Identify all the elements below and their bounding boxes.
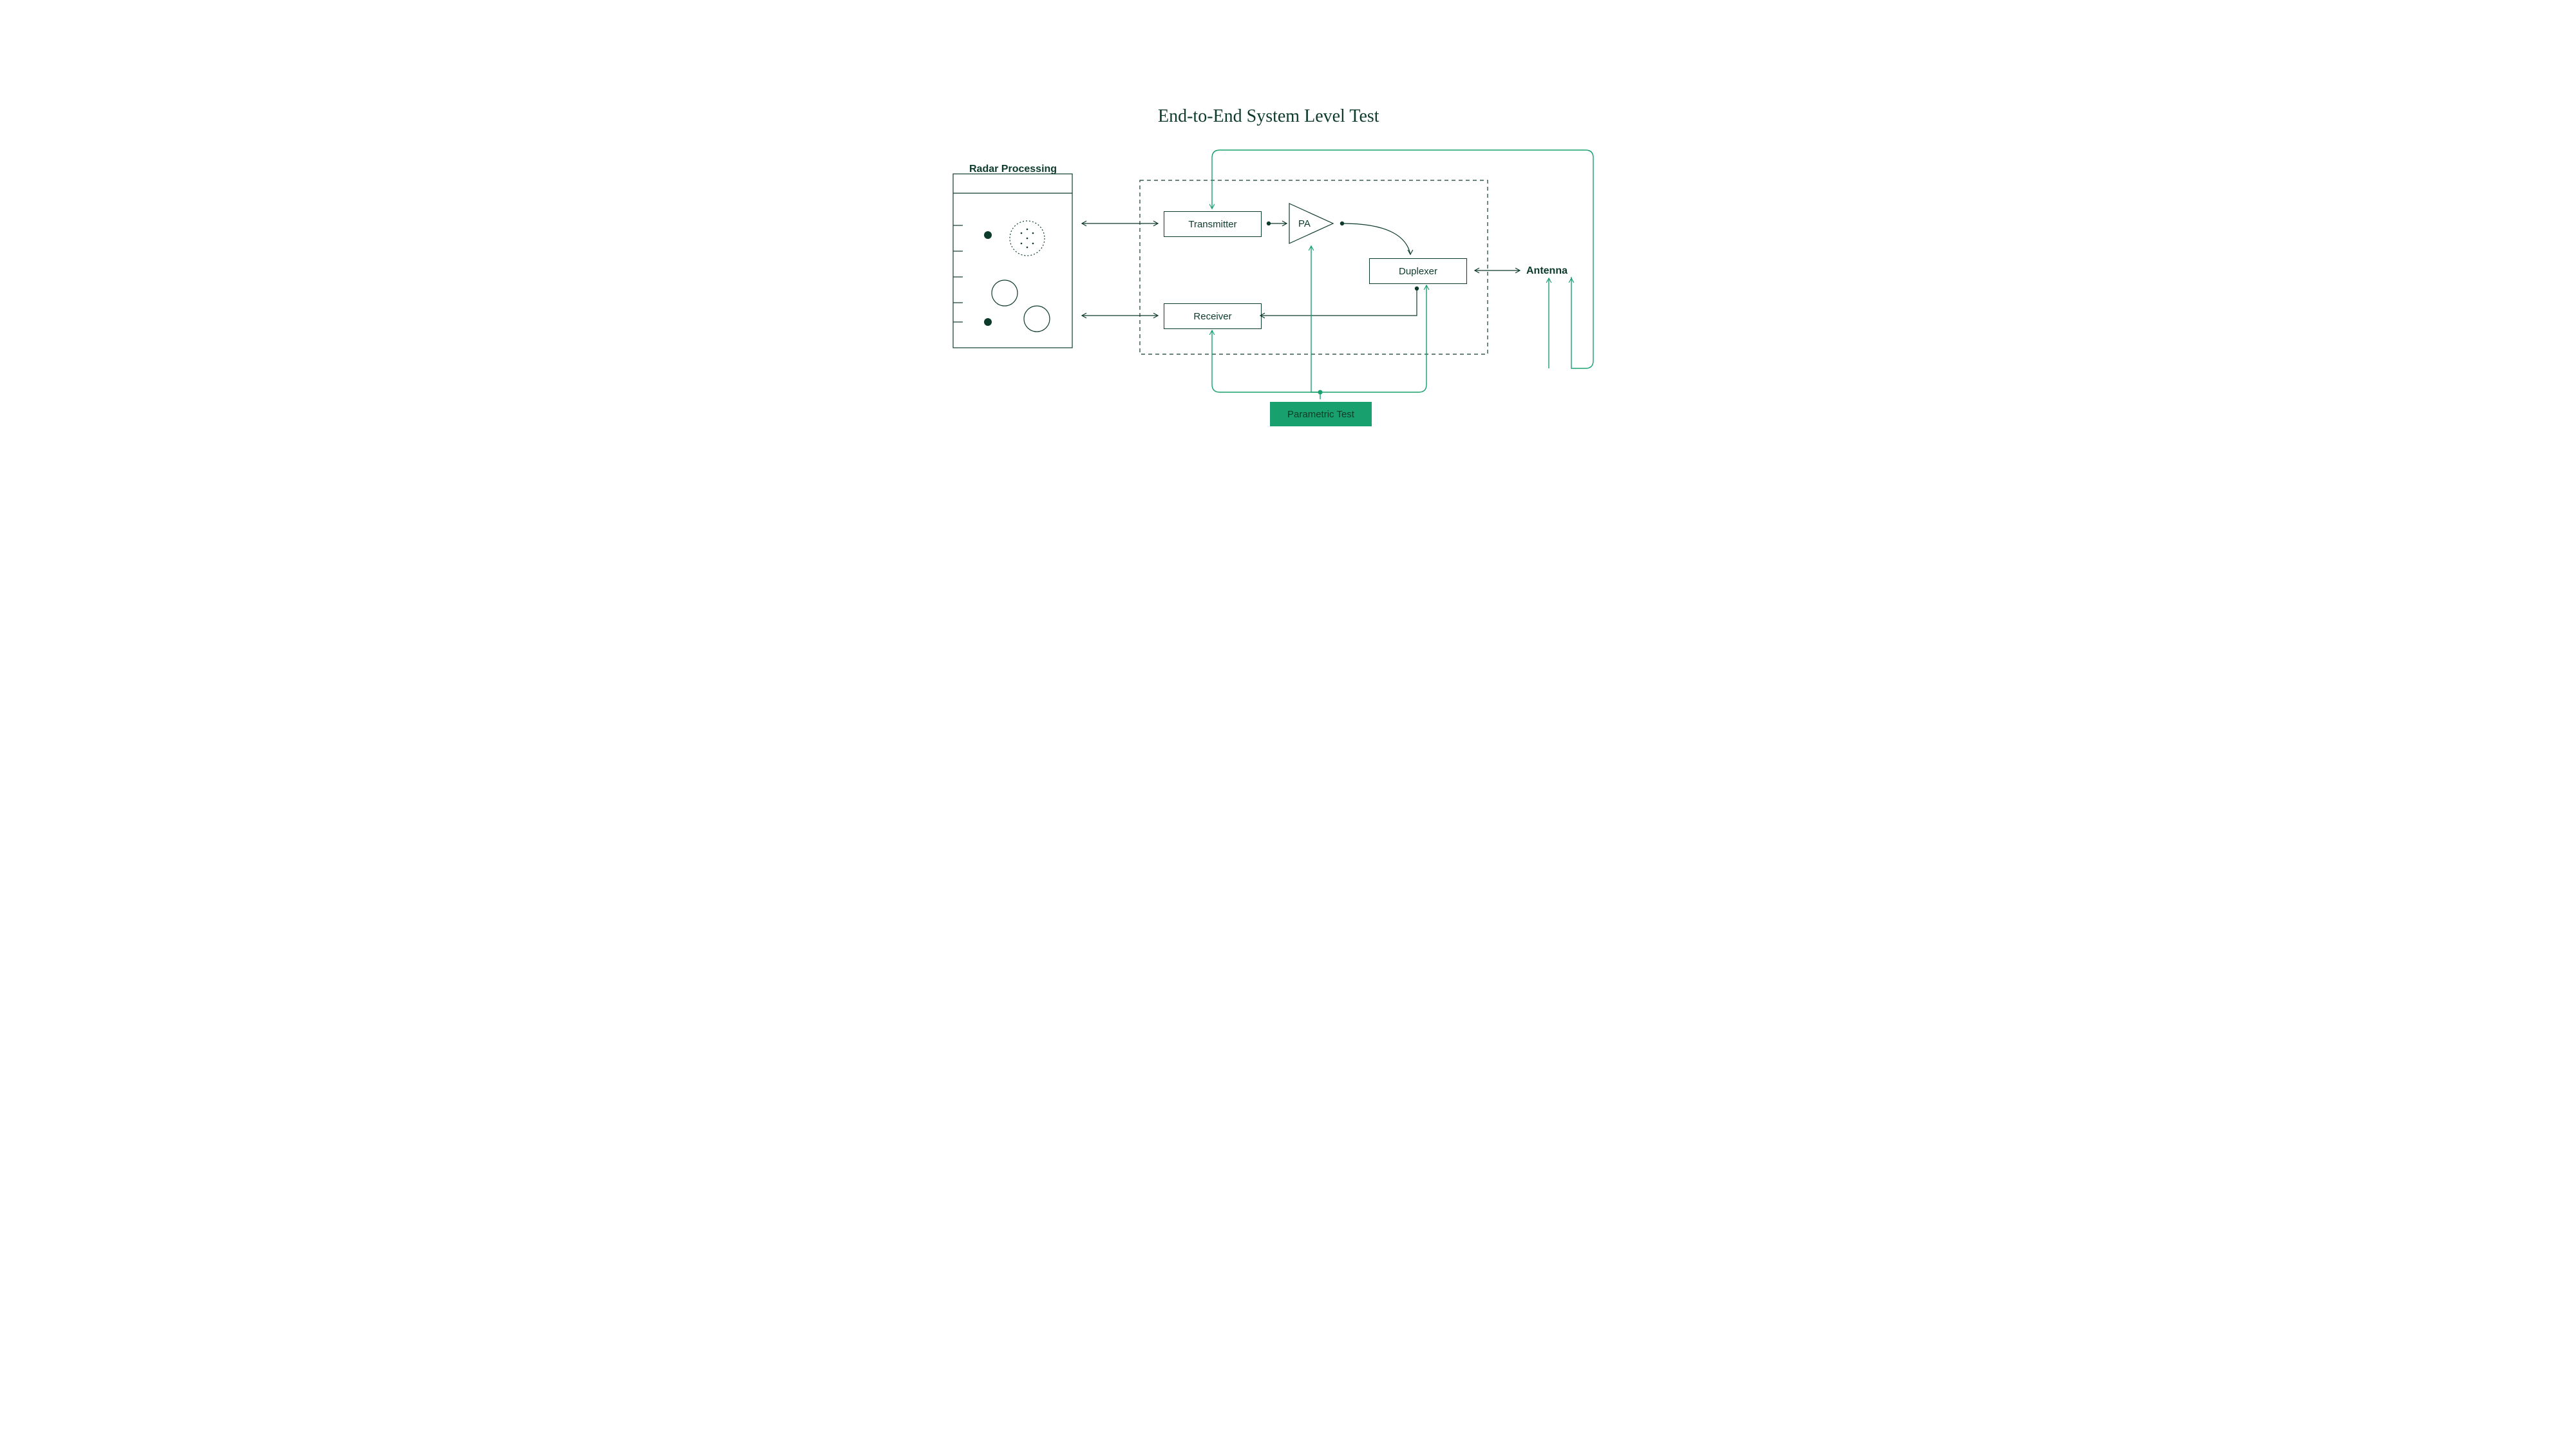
- svg-layer: PA: [805, 0, 1771, 544]
- svg-text:PA: PA: [1298, 218, 1311, 229]
- diagram-canvas: End-to-End System Level Test Radar Proce…: [805, 0, 1771, 544]
